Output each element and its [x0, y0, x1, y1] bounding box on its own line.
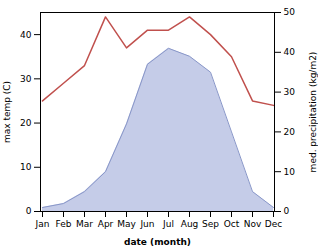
svg-text:Apr: Apr	[98, 219, 114, 229]
svg-text:Mar: Mar	[76, 219, 93, 229]
svg-text:date (month): date (month)	[124, 237, 191, 247]
svg-text:20: 20	[20, 118, 32, 128]
svg-text:Dec: Dec	[265, 219, 282, 229]
svg-text:20: 20	[284, 127, 296, 137]
svg-text:10: 10	[284, 167, 296, 177]
svg-text:40: 40	[284, 47, 296, 57]
svg-text:30: 30	[284, 87, 296, 97]
svg-text:Feb: Feb	[56, 219, 72, 229]
svg-text:10: 10	[20, 162, 32, 172]
svg-text:Oct: Oct	[224, 219, 240, 229]
svg-text:Nov: Nov	[244, 219, 262, 229]
svg-text:Aug: Aug	[181, 219, 199, 229]
svg-text:Jul: Jul	[162, 219, 174, 229]
svg-text:Jun: Jun	[139, 219, 154, 229]
svg-text:30: 30	[20, 74, 32, 84]
svg-text:Jan: Jan	[35, 219, 50, 229]
svg-text:0: 0	[26, 206, 32, 216]
svg-text:40: 40	[20, 29, 32, 39]
svg-text:med. precipitation (kg/m2): med. precipitation (kg/m2)	[308, 52, 318, 173]
svg-text:0: 0	[284, 206, 290, 216]
svg-text:Sep: Sep	[202, 219, 219, 229]
svg-text:May: May	[117, 219, 136, 229]
svg-text:max temp (C): max temp (C)	[2, 81, 12, 143]
svg-text:50: 50	[284, 7, 296, 17]
